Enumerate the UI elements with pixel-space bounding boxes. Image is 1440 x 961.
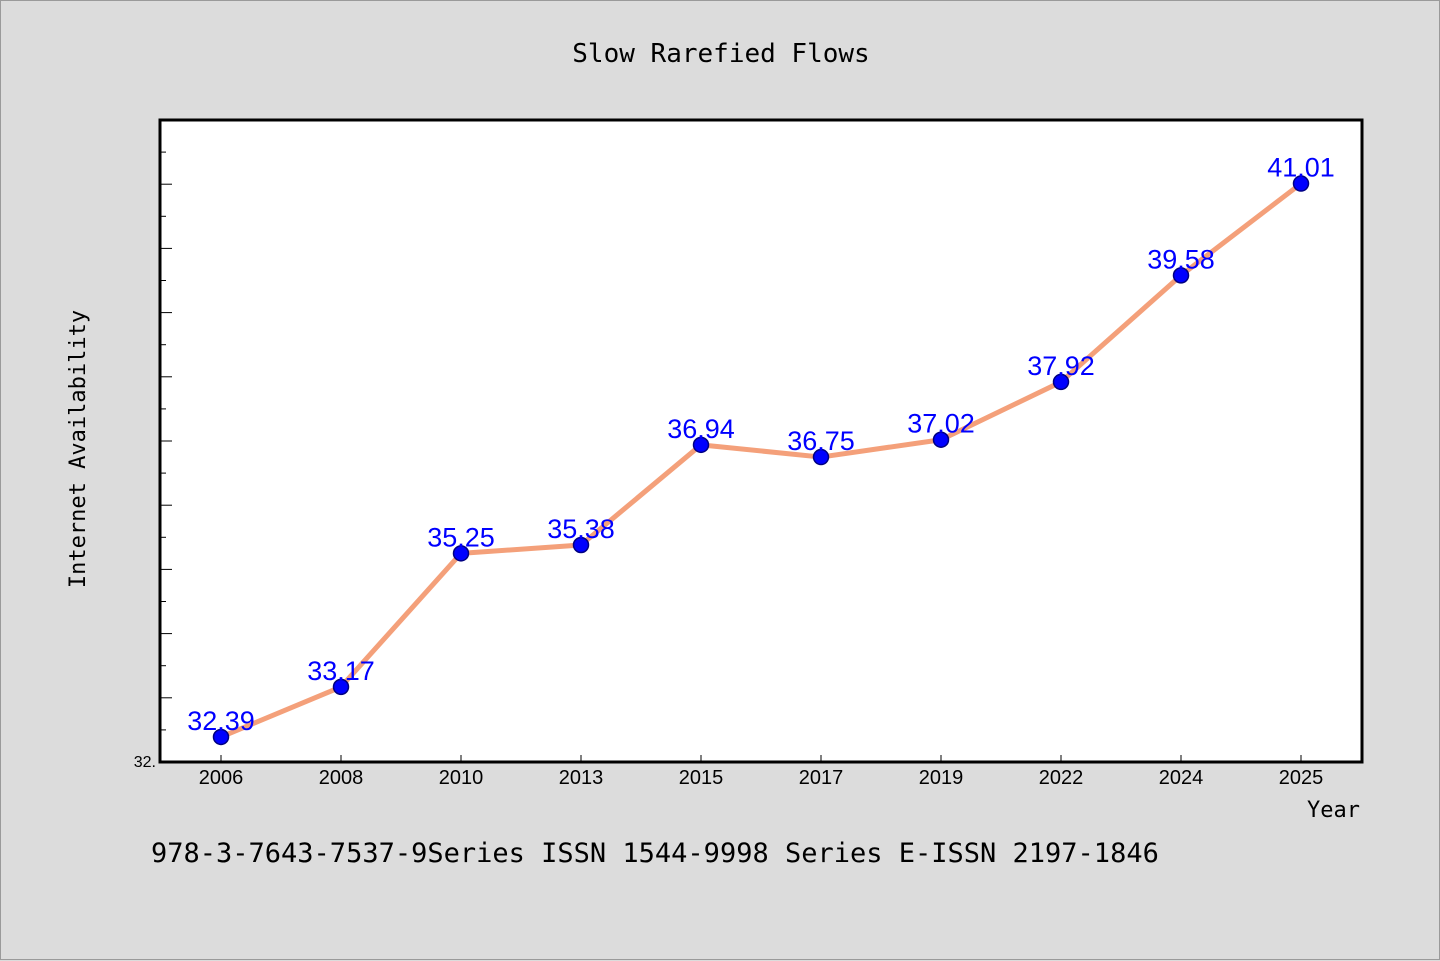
x-tick-label: 2008 (319, 767, 364, 789)
data-label: 33.17 (307, 656, 375, 686)
x-axis-ticks: 2006 2008 2010 2013 2015 2017 2019 2022 2024 2025 (199, 755, 1324, 789)
data-point (1292, 175, 1310, 192)
data-label: 36.94 (667, 414, 735, 444)
data-label: 36.75 (787, 426, 855, 456)
data-point (932, 431, 950, 448)
plot-area (158, 118, 1364, 764)
x-tick-label: 2013 (559, 767, 604, 789)
y-tick-label: 32. (134, 754, 156, 771)
data-label: 35.38 (547, 514, 615, 544)
data-point (332, 678, 350, 696)
data-label: 32.39 (187, 706, 255, 736)
data-point (1172, 267, 1190, 284)
data-point (1052, 373, 1070, 391)
y-axis-ticks (160, 119, 172, 763)
data-point (692, 436, 710, 454)
x-tick-label: 2015 (679, 767, 724, 789)
data-label: 35.25 (427, 522, 495, 552)
series-line (218, 181, 1304, 740)
x-tick-label: 2017 (799, 767, 844, 789)
data-point (212, 728, 230, 746)
x-tick-label: 2025 (1279, 767, 1324, 789)
data-point (812, 448, 830, 466)
chart-title: Slow Rarefied Flows (572, 39, 869, 69)
footnote: 978-3-7643-7537-9Series ISSN 1544-9998 S… (151, 838, 1159, 869)
data-point (452, 545, 470, 562)
y-axis-title: Internet Availability (66, 310, 91, 588)
x-tick-label: 2022 (1039, 767, 1084, 789)
x-tick-label: 2024 (1159, 767, 1204, 789)
data-label: 37.92 (1027, 351, 1095, 381)
x-tick-label: 2006 (199, 767, 244, 789)
data-label: 37.02 (907, 409, 975, 439)
data-labels: 32.39 33.17 35.25 35.38 36.94 36.75 37.02 37.92… (187, 153, 1335, 736)
data-markers (212, 175, 1310, 746)
data-label: 39.58 (1147, 244, 1215, 274)
x-tick-label: 2010 (439, 767, 484, 789)
data-point (572, 536, 590, 554)
x-axis-title: Year (1307, 798, 1360, 823)
x-tick-label: 2019 (919, 767, 964, 789)
data-label: 41.01 (1267, 153, 1335, 183)
series-line-group (218, 181, 1304, 740)
